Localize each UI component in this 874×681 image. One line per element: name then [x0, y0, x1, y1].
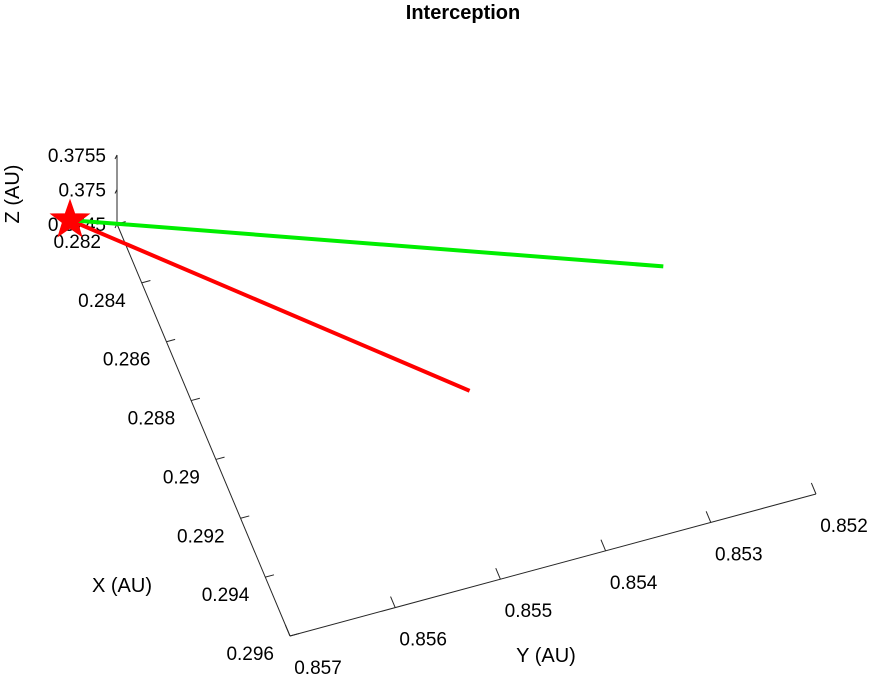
x-tick-mark	[289, 633, 299, 637]
y-tick-mark	[705, 511, 712, 523]
x-tick-label: 0.284	[78, 291, 126, 312]
x-tick-label: 0.294	[202, 585, 250, 606]
markers	[49, 198, 91, 238]
x-tick-label: 0.282	[53, 232, 101, 253]
series-line-2	[69, 218, 664, 269]
y-tick-mark	[284, 624, 291, 637]
series-lines	[69, 218, 664, 393]
x-tick-label: 0.288	[128, 409, 176, 430]
x-tick-mark	[215, 456, 225, 460]
x-tick-label: 0.286	[103, 350, 151, 371]
y-tick-mark	[810, 482, 817, 495]
y-axis-line	[289, 493, 817, 637]
y-tick-label: 0.854	[610, 573, 658, 594]
x-tick-mark	[191, 397, 200, 402]
y-tick-mark	[600, 539, 607, 551]
y-tick-label: 0.853	[715, 544, 763, 565]
y-tick-label: 0.856	[399, 630, 447, 651]
x-axis-line	[116, 223, 291, 637]
y-tick-label: 0.857	[294, 658, 342, 679]
x-tick-label: 0.292	[177, 526, 225, 547]
z-tick-mark	[114, 154, 118, 160]
y-tick-label: 0.852	[820, 516, 868, 537]
x-tick-label: 0.296	[226, 644, 274, 665]
x-tick-mark	[166, 338, 176, 343]
x-tick-mark	[240, 515, 250, 519]
series-line-1	[69, 218, 471, 393]
y-tick-mark	[390, 596, 396, 608]
z-tick-mark	[114, 189, 118, 194]
z-tick-label: 0.3755	[48, 146, 106, 167]
y-axis-label: Y (AU)	[516, 645, 576, 667]
axes	[116, 155, 817, 637]
y-tick-label: 0.855	[505, 601, 553, 622]
z-tick-label: 0.375	[58, 181, 106, 202]
x-tick-label: 0.29	[163, 467, 200, 488]
z-axis-label: Z (AU)	[2, 165, 24, 224]
x-axis-label: X (AU)	[92, 575, 152, 597]
star-marker	[49, 198, 91, 238]
y-tick-mark	[495, 567, 501, 580]
x-tick-mark	[265, 574, 275, 578]
chart-title: Interception	[406, 2, 520, 24]
axis-ticks: 0.282 0.284 0.286 0.288 0.29 0.292 0.294 0.296 0…	[48, 146, 868, 679]
x-tick-mark	[141, 280, 151, 284]
